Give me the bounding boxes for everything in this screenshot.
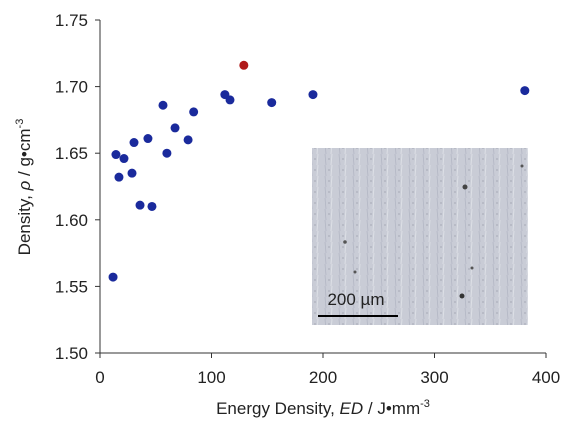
y-tick-label: 1.55	[55, 277, 88, 296]
data-point	[147, 201, 157, 211]
label-part: Energy Density,	[216, 399, 339, 418]
label-part: / g•cm	[15, 128, 34, 180]
y-tick-label: 1.70	[55, 78, 88, 97]
data-point	[308, 90, 318, 100]
label-part: / J•mm	[363, 399, 420, 418]
x-tick-label: 0	[95, 368, 104, 387]
data-point	[158, 100, 168, 110]
label-part: ρ	[15, 180, 34, 191]
data-point	[183, 135, 193, 145]
data-point	[239, 60, 249, 70]
label-part: Density,	[15, 190, 34, 255]
data-point	[225, 95, 235, 105]
label-part: -3	[420, 398, 430, 410]
data-point	[119, 154, 129, 164]
data-point	[143, 134, 153, 144]
label-part: ED	[340, 399, 364, 418]
y-tick-label: 1.75	[55, 11, 88, 30]
x-tick-label: 100	[197, 368, 225, 387]
y-tick-label: 1.65	[55, 144, 88, 163]
x-tick-label: 400	[532, 368, 560, 387]
data-point	[520, 86, 530, 96]
data-point	[114, 172, 124, 182]
data-point	[267, 98, 277, 108]
x-axis-label: Energy Density, ED / J•mm-3	[216, 398, 430, 418]
data-point	[170, 123, 180, 133]
x-tick-label: 200	[309, 368, 337, 387]
y-axis-label: Density, ρ / g•cm-3	[14, 119, 34, 256]
x-tick-label: 300	[420, 368, 448, 387]
inset-image: 200 µm	[312, 148, 528, 325]
data-point	[135, 200, 145, 210]
data-point	[108, 272, 118, 282]
scale-label: 200 µm	[327, 290, 384, 309]
data-point	[111, 150, 121, 160]
y-tick-label: 1.60	[55, 211, 88, 230]
label-part: -3	[14, 119, 26, 129]
data-point	[162, 148, 172, 158]
data-point	[189, 107, 199, 117]
data-point	[129, 138, 139, 148]
y-tick-label: 1.50	[55, 344, 88, 363]
data-point	[127, 168, 137, 178]
